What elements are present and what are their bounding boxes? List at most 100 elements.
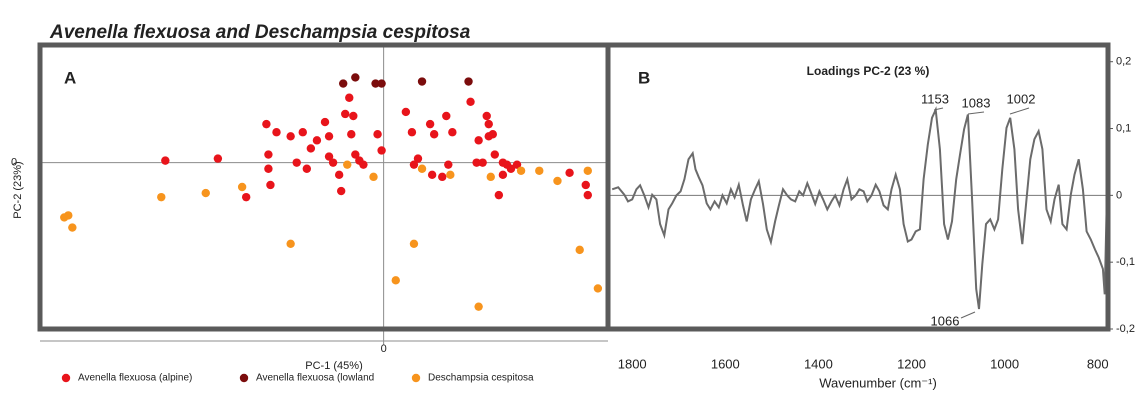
data-point [312,136,322,145]
x-tick-label: 800 [1087,356,1109,371]
data-point [264,150,273,159]
data-point [506,164,516,173]
peak-annotation: 1153 [921,91,949,106]
data-point [425,119,435,129]
data-point [478,158,487,167]
data-point [328,158,338,167]
data-point [553,176,562,186]
x-tick-label: 0 [381,343,387,355]
data-point [583,190,592,200]
data-point [272,128,281,137]
data-point [464,77,473,86]
legend-label: Avenella flexuosa (alpine) [78,373,192,384]
data-point [474,136,483,145]
data-point [448,128,457,137]
panel-label: A [64,68,76,87]
data-point [373,130,382,139]
data-point [336,186,346,196]
data-point [484,119,493,129]
data-point [417,164,427,173]
y-tick-label: -0,1 [1116,256,1135,268]
data-point [266,180,275,190]
panel-border [605,42,1111,332]
data-point [413,154,423,163]
data-point [581,180,590,190]
data-point [345,93,354,102]
data-point [339,79,348,88]
data-point [494,190,504,200]
y-tick-label: 0 [11,157,17,169]
legend-marker [239,373,249,383]
y-tick-label: 0,2 [1116,56,1131,68]
data-point [446,170,455,180]
data-point [409,160,419,169]
data-point [512,160,522,169]
data-point [213,154,223,163]
data-point [498,170,508,180]
data-point [359,160,368,169]
data-point [474,302,483,311]
data-point [444,160,453,169]
data-point [241,192,251,202]
annotation-leader [960,311,976,319]
data-point [262,119,271,129]
legend-label: Avenella flexuosa (lowland [256,373,374,384]
data-point [417,77,427,86]
annotation-leader [967,111,985,115]
panel-border [37,42,611,332]
data-point [237,182,247,192]
data-point [64,211,73,220]
data-point [68,223,77,232]
data-point [565,168,574,177]
data-point [391,276,400,285]
peak-annotation: 1002 [1007,91,1036,106]
data-point [286,132,295,141]
data-point [298,128,307,137]
data-point [343,160,352,169]
x-tick-label: 1200 [897,356,926,371]
data-point [351,73,360,82]
chart-title: Loadings PC-2 (23 %) [807,64,930,78]
data-point [429,130,439,139]
legend-marker [61,373,71,383]
y-tick-label: 0 [1116,189,1122,201]
data-point [575,245,584,255]
data-point [466,97,475,107]
loading-line [611,106,1109,310]
data-point [486,172,495,182]
data-point [347,130,356,139]
data-point [472,158,481,167]
data-point [482,111,491,121]
x-tick-label: 1400 [804,356,833,371]
data-point [427,170,437,180]
data-point [302,164,312,173]
x-tick-label: 1000 [990,356,1019,371]
x-axis-label: Wavenumber (cm⁻¹) [819,375,937,390]
legend-label: Deschampsia cespitosa [428,373,534,384]
data-point [409,239,419,248]
data-point [351,150,360,159]
data-point [306,144,316,153]
data-point [377,79,386,88]
annotation-leader [933,107,944,111]
data-point [535,166,544,175]
x-tick-label: 1800 [618,356,647,371]
data-point [593,284,603,293]
data-point [583,166,592,175]
data-point [320,117,330,127]
annotation-leader [1009,107,1030,115]
peak-annotation: 1083 [962,95,991,110]
data-point [377,146,386,155]
data-point [157,192,166,202]
data-point [369,172,378,182]
data-point [292,158,301,167]
data-point [161,156,170,165]
data-point [490,150,500,159]
data-point [371,79,380,88]
data-point [324,132,334,141]
x-tick-label: 1600 [711,356,740,371]
figure-title: Avenella flexuosa and Deschampsia cespit… [49,22,471,43]
data-point [286,239,295,248]
data-point [324,152,334,161]
